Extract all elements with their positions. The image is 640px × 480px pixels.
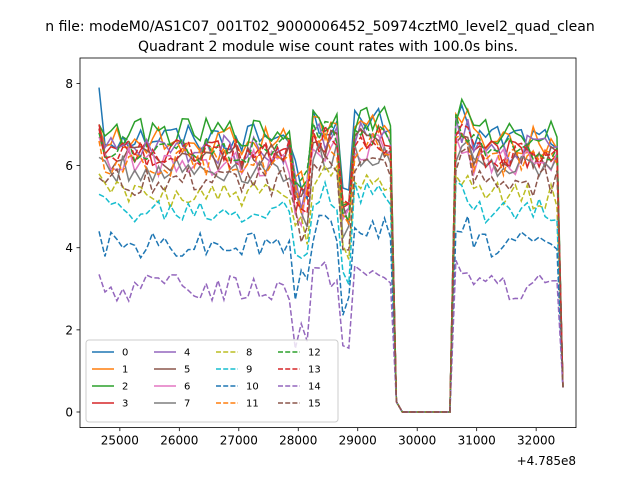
y-axis: 0 2 4 6 8 (65, 77, 80, 419)
figure-suptitle: n file: modeM0/AS1C07_001T02_9000006452_… (45, 19, 594, 35)
legend-label: 14 (308, 382, 321, 393)
x-tick-label: 27000 (220, 434, 258, 448)
x-tick-label: 26000 (160, 434, 198, 448)
y-tick-label: 2 (65, 323, 73, 337)
series-line-13 (98, 123, 564, 413)
series-line-12 (98, 114, 564, 413)
series-line-15 (98, 146, 564, 413)
series-line-11 (98, 130, 564, 413)
series-line-0 (98, 87, 564, 413)
plot-title: Quadrant 2 module wise count rates with … (138, 39, 518, 55)
y-tick-label: 0 (65, 405, 73, 419)
legend-label: 11 (246, 399, 259, 410)
legend-label: 7 (184, 399, 190, 410)
axes-border (79, 57, 577, 429)
legend-label: 4 (184, 348, 190, 359)
legend-label: 10 (246, 382, 259, 393)
legend-label: 12 (308, 348, 321, 359)
y-tick-label: 4 (65, 241, 73, 255)
legend-label: 13 (308, 365, 321, 376)
legend-label: 6 (184, 382, 190, 393)
x-tick-label: 29000 (339, 434, 377, 448)
legend-box (85, 339, 339, 423)
x-tick-label: 28000 (279, 434, 317, 448)
x-tick-label: 32000 (517, 434, 555, 448)
x-tick-label: 31000 (458, 434, 496, 448)
x-axis: 25000 26000 27000 28000 29000 30000 31000 32000 (101, 427, 555, 448)
series-line-8 (98, 163, 564, 413)
legend-label: 9 (246, 365, 252, 376)
x-tick-label: 25000 (101, 434, 139, 448)
legend-label: 0 (122, 348, 128, 359)
legend-label: 1 (122, 365, 128, 376)
y-tick-label: 8 (65, 77, 73, 91)
series-layer (98, 87, 564, 413)
legend-label: 5 (184, 365, 190, 376)
x-tick-label: 30000 (398, 434, 436, 448)
legend-label: 15 (308, 399, 321, 410)
legend-label: 2 (122, 382, 128, 393)
legend-label: 3 (122, 399, 128, 410)
legend-label: 8 (246, 348, 252, 359)
series-line-9 (98, 179, 564, 413)
series-line-6 (98, 133, 564, 413)
series-line-14 (98, 260, 564, 413)
x-axis-offset-label: +4.785e8 (517, 454, 576, 468)
y-tick-label: 6 (65, 159, 73, 173)
series-line-10 (98, 213, 564, 413)
